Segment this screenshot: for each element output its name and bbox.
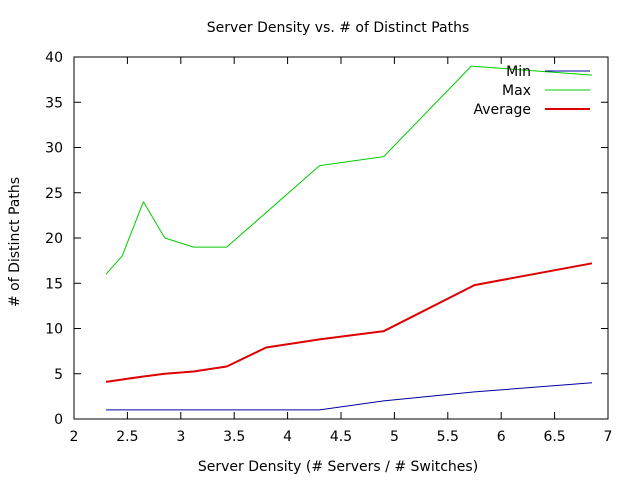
y-tick-label: 15 [45, 276, 63, 292]
axes-layer: 2 2.5 3 3.5 4 4.5 5 5.5 6 6.5 7 0 5 10 15 20 25 30 35 40 [45, 50, 612, 445]
legend-label-max: Max [502, 83, 531, 99]
x-axis-label: Server Density (# Servers / # Switches) [198, 459, 478, 475]
y-tick-label: 35 [45, 95, 63, 111]
series-line-min [106, 382, 593, 411]
x-tick-label: 2.5 [116, 429, 138, 445]
y-tick-label: 20 [45, 231, 63, 247]
y-tick-label: 30 [45, 141, 63, 157]
x-tick-label: 7 [604, 429, 613, 445]
x-tick-label: 3 [176, 429, 185, 445]
x-tick-label: 4 [283, 429, 292, 445]
y-tick-label: 25 [45, 186, 63, 202]
legend-label-min: Min [506, 64, 531, 80]
series-line-max [105, 65, 593, 275]
x-tick-label: 4.5 [330, 429, 352, 445]
chart-title: Server Density vs. # of Distinct Paths [207, 20, 470, 36]
x-tick-label: 6 [497, 429, 506, 445]
series-layer [105, 65, 593, 411]
y-axis-label: # of Distinct Paths [7, 177, 23, 307]
y-tick-label: 40 [45, 50, 63, 66]
y-tick-label: 0 [54, 412, 63, 428]
x-tick-label: 2 [70, 429, 79, 445]
series-line-average [105, 262, 593, 383]
legend: Min Max Average [474, 64, 590, 118]
legend-label-average: Average [474, 102, 532, 118]
x-tick-label: 6.5 [543, 429, 565, 445]
x-tick-label: 3.5 [223, 429, 245, 445]
y-tick-label: 5 [54, 367, 63, 383]
x-tick-label: 5.5 [437, 429, 459, 445]
y-tick-label: 10 [45, 322, 63, 338]
x-tick-label: 5 [390, 429, 399, 445]
